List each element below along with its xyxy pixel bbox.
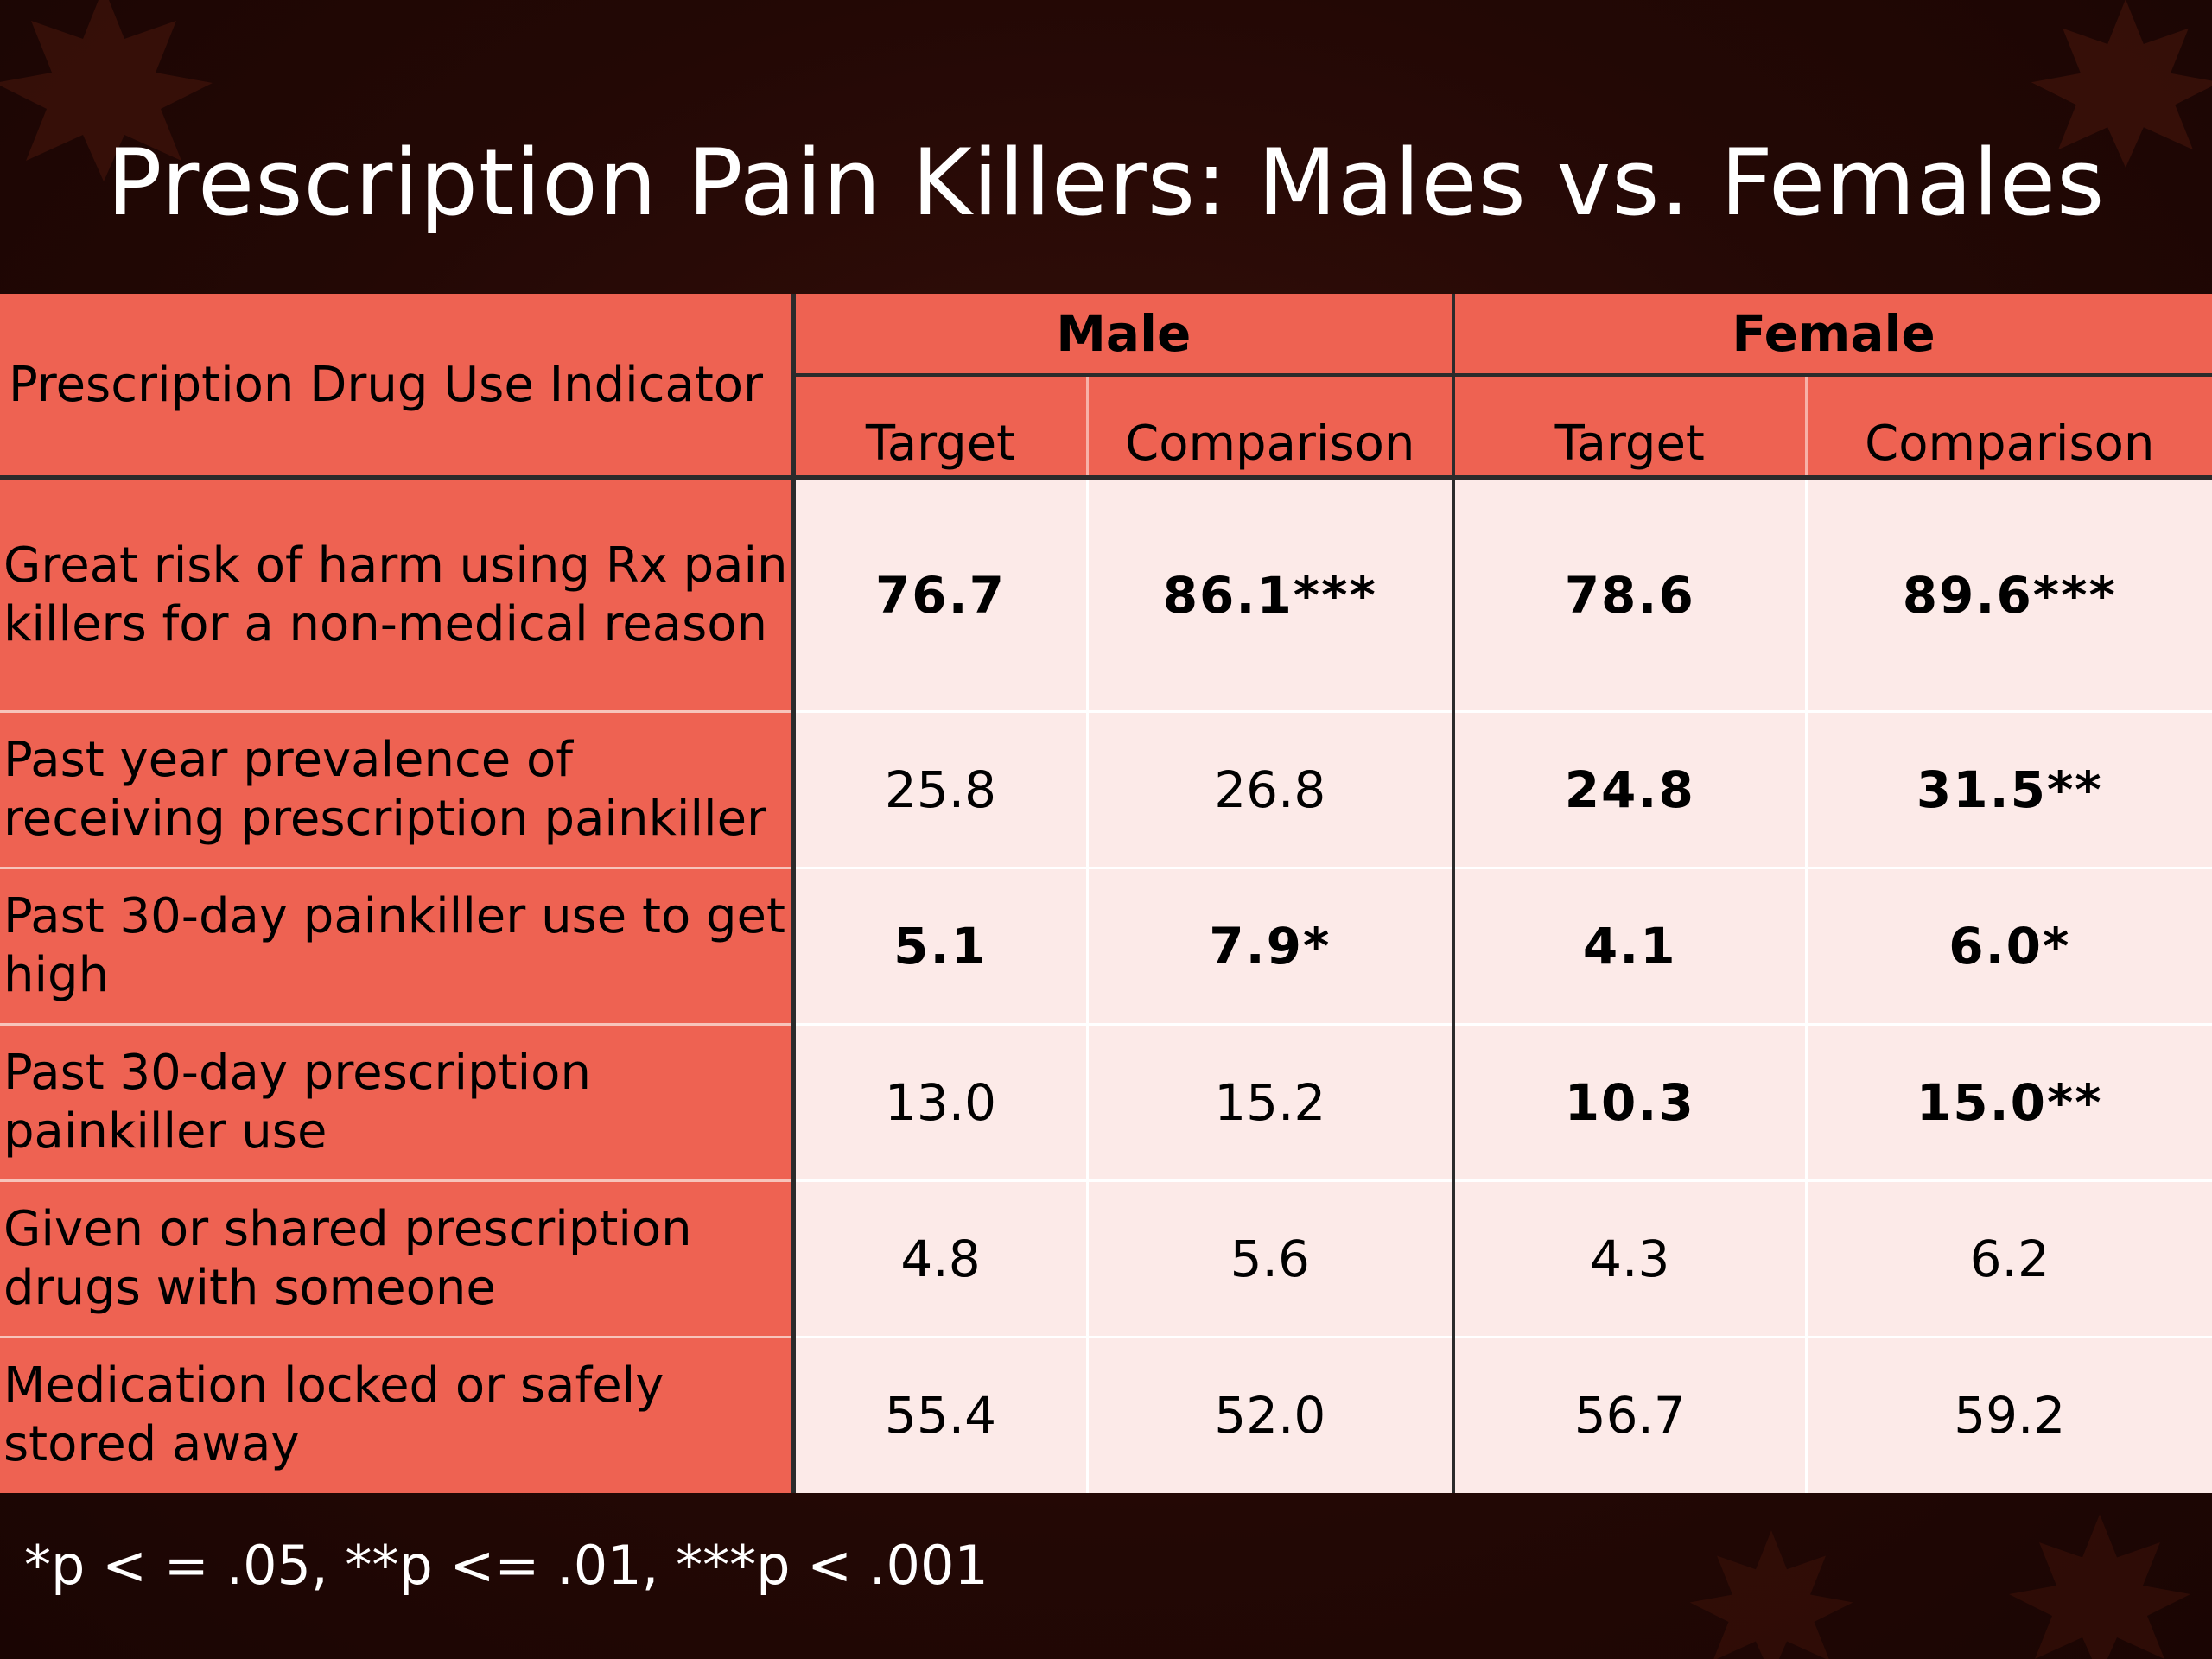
value-male-comparison: 5.6 (1087, 1179, 1456, 1337)
value-male-target: 4.8 (793, 1179, 1089, 1337)
value-female-target: 56.7 (1453, 1335, 1808, 1493)
data-table: Prescription Drug Use Indicator Male Fem… (0, 294, 2212, 1493)
row-label: Great risk of harm using Rx pain killers… (0, 476, 796, 711)
value-male-comparison: 15.2 (1087, 1022, 1456, 1180)
subheader-female-target: Target (1453, 375, 1808, 480)
group-header-female: Female (1453, 294, 2212, 377)
value-male-comparison: 26.8 (1087, 709, 1456, 868)
subheader-male-comparison: Comparison (1087, 375, 1456, 480)
subheader-male-target: Target (793, 375, 1089, 480)
value-female-comparison: 31.5** (1806, 709, 2212, 868)
subheader-female-comparison: Comparison (1806, 375, 2212, 480)
value-male-target: 25.8 (793, 709, 1089, 868)
value-female-target: 4.1 (1453, 866, 1808, 1024)
row-label: Medication locked or safely stored away (0, 1335, 796, 1493)
value-female-target: 78.6 (1453, 476, 1808, 711)
maple-leaf-icon (0, 0, 213, 181)
value-female-comparison: 6.0* (1806, 866, 2212, 1024)
table-row: Great risk of harm using Rx pain killers… (0, 476, 2212, 711)
value-male-comparison: 52.0 (1087, 1335, 1456, 1493)
table-row: Medication locked or safely stored away … (0, 1335, 2212, 1493)
table-row: Past 30-day prescription painkiller use … (0, 1022, 2212, 1180)
header-row-subgroups: Target Comparison Target Comparison (0, 375, 2212, 480)
maple-leaf-icon (1689, 1530, 1853, 1659)
group-header-male: Male (793, 294, 1456, 377)
row-label: Past 30-day painkiller use to get high (0, 866, 796, 1024)
value-male-comparison: 7.9* (1087, 866, 1456, 1024)
header-row-groups: Prescription Drug Use Indicator Male Fem… (0, 294, 2212, 480)
value-female-target: 24.8 (1453, 709, 1808, 868)
value-male-target: 13.0 (793, 1022, 1089, 1180)
maple-leaf-icon (2009, 1514, 2190, 1659)
slide-title: Prescription Pain Killers: Males vs. Fem… (106, 130, 2106, 236)
value-female-comparison: 6.2 (1806, 1179, 2212, 1337)
value-male-target: 5.1 (793, 866, 1089, 1024)
row-label: Past year prevalence of receiving prescr… (0, 709, 796, 868)
value-male-comparison: 86.1*** (1087, 476, 1456, 711)
row-label: Given or shared prescription drugs with … (0, 1179, 796, 1337)
value-male-target: 55.4 (793, 1335, 1089, 1493)
table-row: Past 30-day painkiller use to get high 5… (0, 866, 2212, 1024)
value-female-comparison: 59.2 (1806, 1335, 2212, 1493)
value-female-comparison: 89.6*** (1806, 476, 2212, 711)
value-female-comparison: 15.0** (1806, 1022, 2212, 1180)
table-row: Given or shared prescription drugs with … (0, 1179, 2212, 1337)
row-label: Past 30-day prescription painkiller use (0, 1022, 796, 1180)
value-female-target: 4.3 (1453, 1179, 1808, 1337)
value-female-target: 10.3 (1453, 1022, 1808, 1180)
value-male-target: 76.7 (793, 476, 1089, 711)
maple-leaf-icon (2031, 0, 2212, 168)
indicator-header: Prescription Drug Use Indicator (0, 294, 796, 480)
table-row: Past year prevalence of receiving prescr… (0, 709, 2212, 868)
significance-footnote: *p < = .05, **p <= .01, ***p < .001 (24, 1534, 988, 1597)
